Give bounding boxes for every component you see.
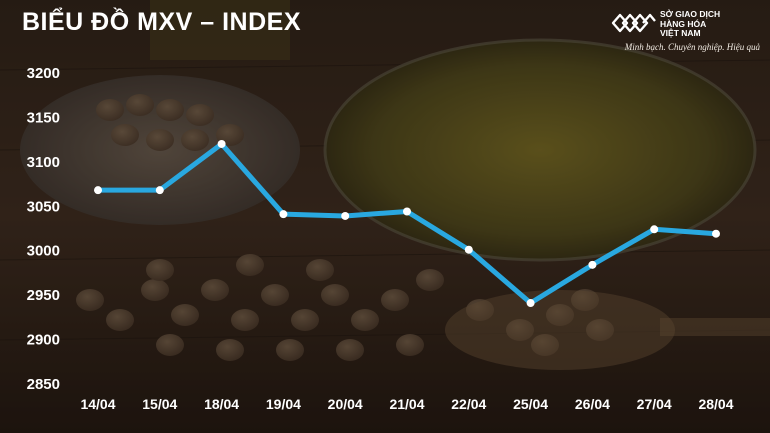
- x-tick-label: 22/04: [451, 396, 486, 412]
- brand-line: SỞ GIAO DỊCH: [660, 9, 721, 19]
- data-point: [464, 245, 473, 254]
- data-point: [217, 139, 226, 148]
- x-tick-label: 20/04: [328, 396, 363, 412]
- y-tick-label: 3050: [27, 198, 60, 215]
- x-tick-label: 21/04: [389, 396, 424, 412]
- brand-block: SỞ GIAO DỊCH HÀNG HÓA VIỆT NAM Minh bạch…: [610, 8, 760, 58]
- data-points: [94, 139, 720, 308]
- x-tick-label: 26/04: [575, 396, 610, 412]
- x-tick-label: 18/04: [204, 396, 239, 412]
- data-point: [650, 225, 659, 234]
- data-point: [403, 207, 411, 216]
- y-tick-label: 2900: [27, 332, 60, 349]
- x-tick-label: 27/04: [637, 396, 672, 412]
- y-tick-label: 2950: [27, 287, 60, 304]
- data-point: [155, 186, 164, 195]
- data-point: [712, 229, 720, 238]
- y-tick-label: 2850: [27, 376, 60, 393]
- y-tick-label: 3200: [27, 65, 60, 82]
- brand-line: VIỆT NAM: [660, 28, 701, 38]
- x-tick-label: 15/04: [142, 396, 177, 412]
- x-tick-label: 28/04: [698, 396, 733, 412]
- chart-title: BIỂU ĐỒ MXV – INDEX: [22, 8, 301, 36]
- y-tick-label: 3100: [27, 154, 60, 171]
- y-axis-ticks: 2850 2900 2950 3000 3050 3100 3150 3200: [27, 65, 60, 393]
- data-point: [526, 299, 535, 308]
- y-tick-label: 3000: [27, 243, 60, 260]
- data-point: [341, 211, 350, 220]
- x-axis-ticks: 14/04 15/04 18/04 19/04 20/04 21/04 22/04 25/04…: [80, 396, 733, 412]
- mxv-logo-icon: [611, 13, 656, 33]
- x-tick-label: 14/04: [80, 396, 115, 412]
- brand-line: HÀNG HÓA: [660, 18, 707, 29]
- data-point: [588, 260, 597, 269]
- data-point: [279, 210, 288, 219]
- data-point: [94, 186, 102, 195]
- series-line: [95, 141, 719, 306]
- x-tick-label: 25/04: [513, 396, 548, 412]
- y-tick-label: 3150: [27, 109, 60, 126]
- x-tick-label: 19/04: [266, 396, 301, 412]
- brand-slogan: Minh bạch. Chuyên nghiệp. Hiệu quả: [624, 42, 760, 52]
- brand-name: SỞ GIAO DỊCH HÀNG HÓA VIỆT NAM: [660, 9, 760, 39]
